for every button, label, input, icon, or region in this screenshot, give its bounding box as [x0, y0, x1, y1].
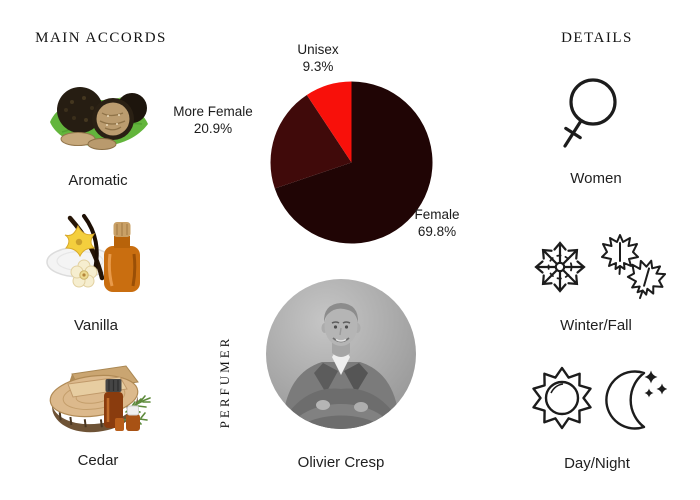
sun-icon: [532, 366, 592, 430]
vanilla-image: [46, 214, 140, 292]
pie-label-female-name: Female: [414, 207, 460, 222]
pie-slice-more-female: [270, 94, 352, 189]
pie-label-female: Female 69.8%: [406, 206, 468, 240]
maple-leaf-icon: [601, 234, 639, 275]
pie-label-more-female-name: More Female: [173, 104, 253, 119]
truffle-image: [50, 87, 148, 150]
female-symbol-icon: [563, 78, 617, 148]
cedar-image: [49, 365, 151, 433]
pie-label-unisex-pct: 9.3%: [302, 59, 334, 74]
accord-label-vanilla: Vanilla: [74, 317, 118, 334]
pie-chart: [270, 81, 433, 244]
main-accords-title: MAIN ACCORDS: [35, 30, 167, 46]
maple-leaf-icon: [626, 259, 666, 300]
details-title: DETAILS: [561, 30, 633, 46]
accord-label-aromatic: Aromatic: [68, 172, 128, 189]
accord-label-cedar: Cedar: [77, 452, 119, 469]
pie-label-more-female-pct: 20.9%: [193, 121, 233, 136]
perfumer-section-label: PERFUMER: [217, 335, 232, 429]
pie-label-female-pct: 69.8%: [417, 224, 457, 239]
snowflake-icon: [534, 241, 586, 293]
pie-label-more-female: More Female 20.9%: [158, 103, 268, 137]
pie-slice-unisex: [306, 81, 352, 163]
crescent-moon-stars-icon: [605, 370, 667, 430]
perfumer-name: Olivier Cresp: [297, 454, 385, 471]
detail-label-day-night: Day/Night: [564, 455, 630, 472]
pie-label-unisex-name: Unisex: [297, 42, 339, 57]
perfumer-photo: [266, 279, 416, 429]
detail-label-women: Women: [570, 170, 622, 187]
detail-label-winter-fall: Winter/Fall: [560, 317, 632, 334]
pie-label-unisex: Unisex 9.3%: [284, 41, 352, 75]
pie-slice-female: [274, 81, 433, 244]
